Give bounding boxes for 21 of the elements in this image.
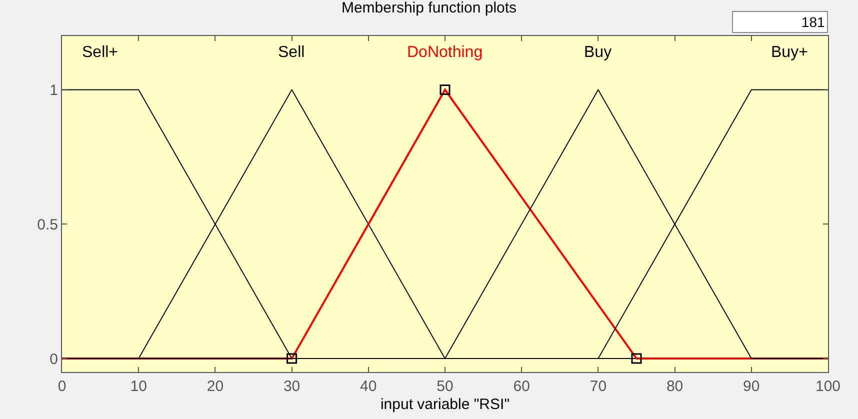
text: 181 — [801, 14, 825, 30]
x-tick-label: 40 — [360, 378, 377, 395]
series-label: Buy — [584, 44, 612, 61]
y-tick-label: 0.5 — [37, 216, 58, 234]
x-tick-label: 50 — [436, 378, 454, 395]
series-label: Buy+ — [771, 44, 808, 61]
x-tick-label: 20 — [206, 378, 224, 395]
x-axis-title: input variable "RSI" — [380, 396, 510, 413]
y-tick-label: 1 — [50, 82, 58, 100]
y-tick-label: 0 — [50, 350, 58, 368]
x-tick-label: 60 — [513, 378, 530, 395]
series-label: Sell — [278, 44, 305, 61]
x-tick-label: 70 — [590, 378, 607, 395]
series-label: Sell+ — [82, 44, 118, 61]
text: DoNothing — [407, 44, 483, 61]
x-tick-label: 90 — [743, 378, 760, 395]
x-tick-label: 10 — [130, 378, 147, 395]
chart-title: Membership function plots — [341, 0, 517, 17]
x-tick-label: 100 — [815, 378, 841, 395]
x-tick-label: 80 — [666, 378, 684, 395]
x-tick-label: 30 — [283, 378, 300, 395]
